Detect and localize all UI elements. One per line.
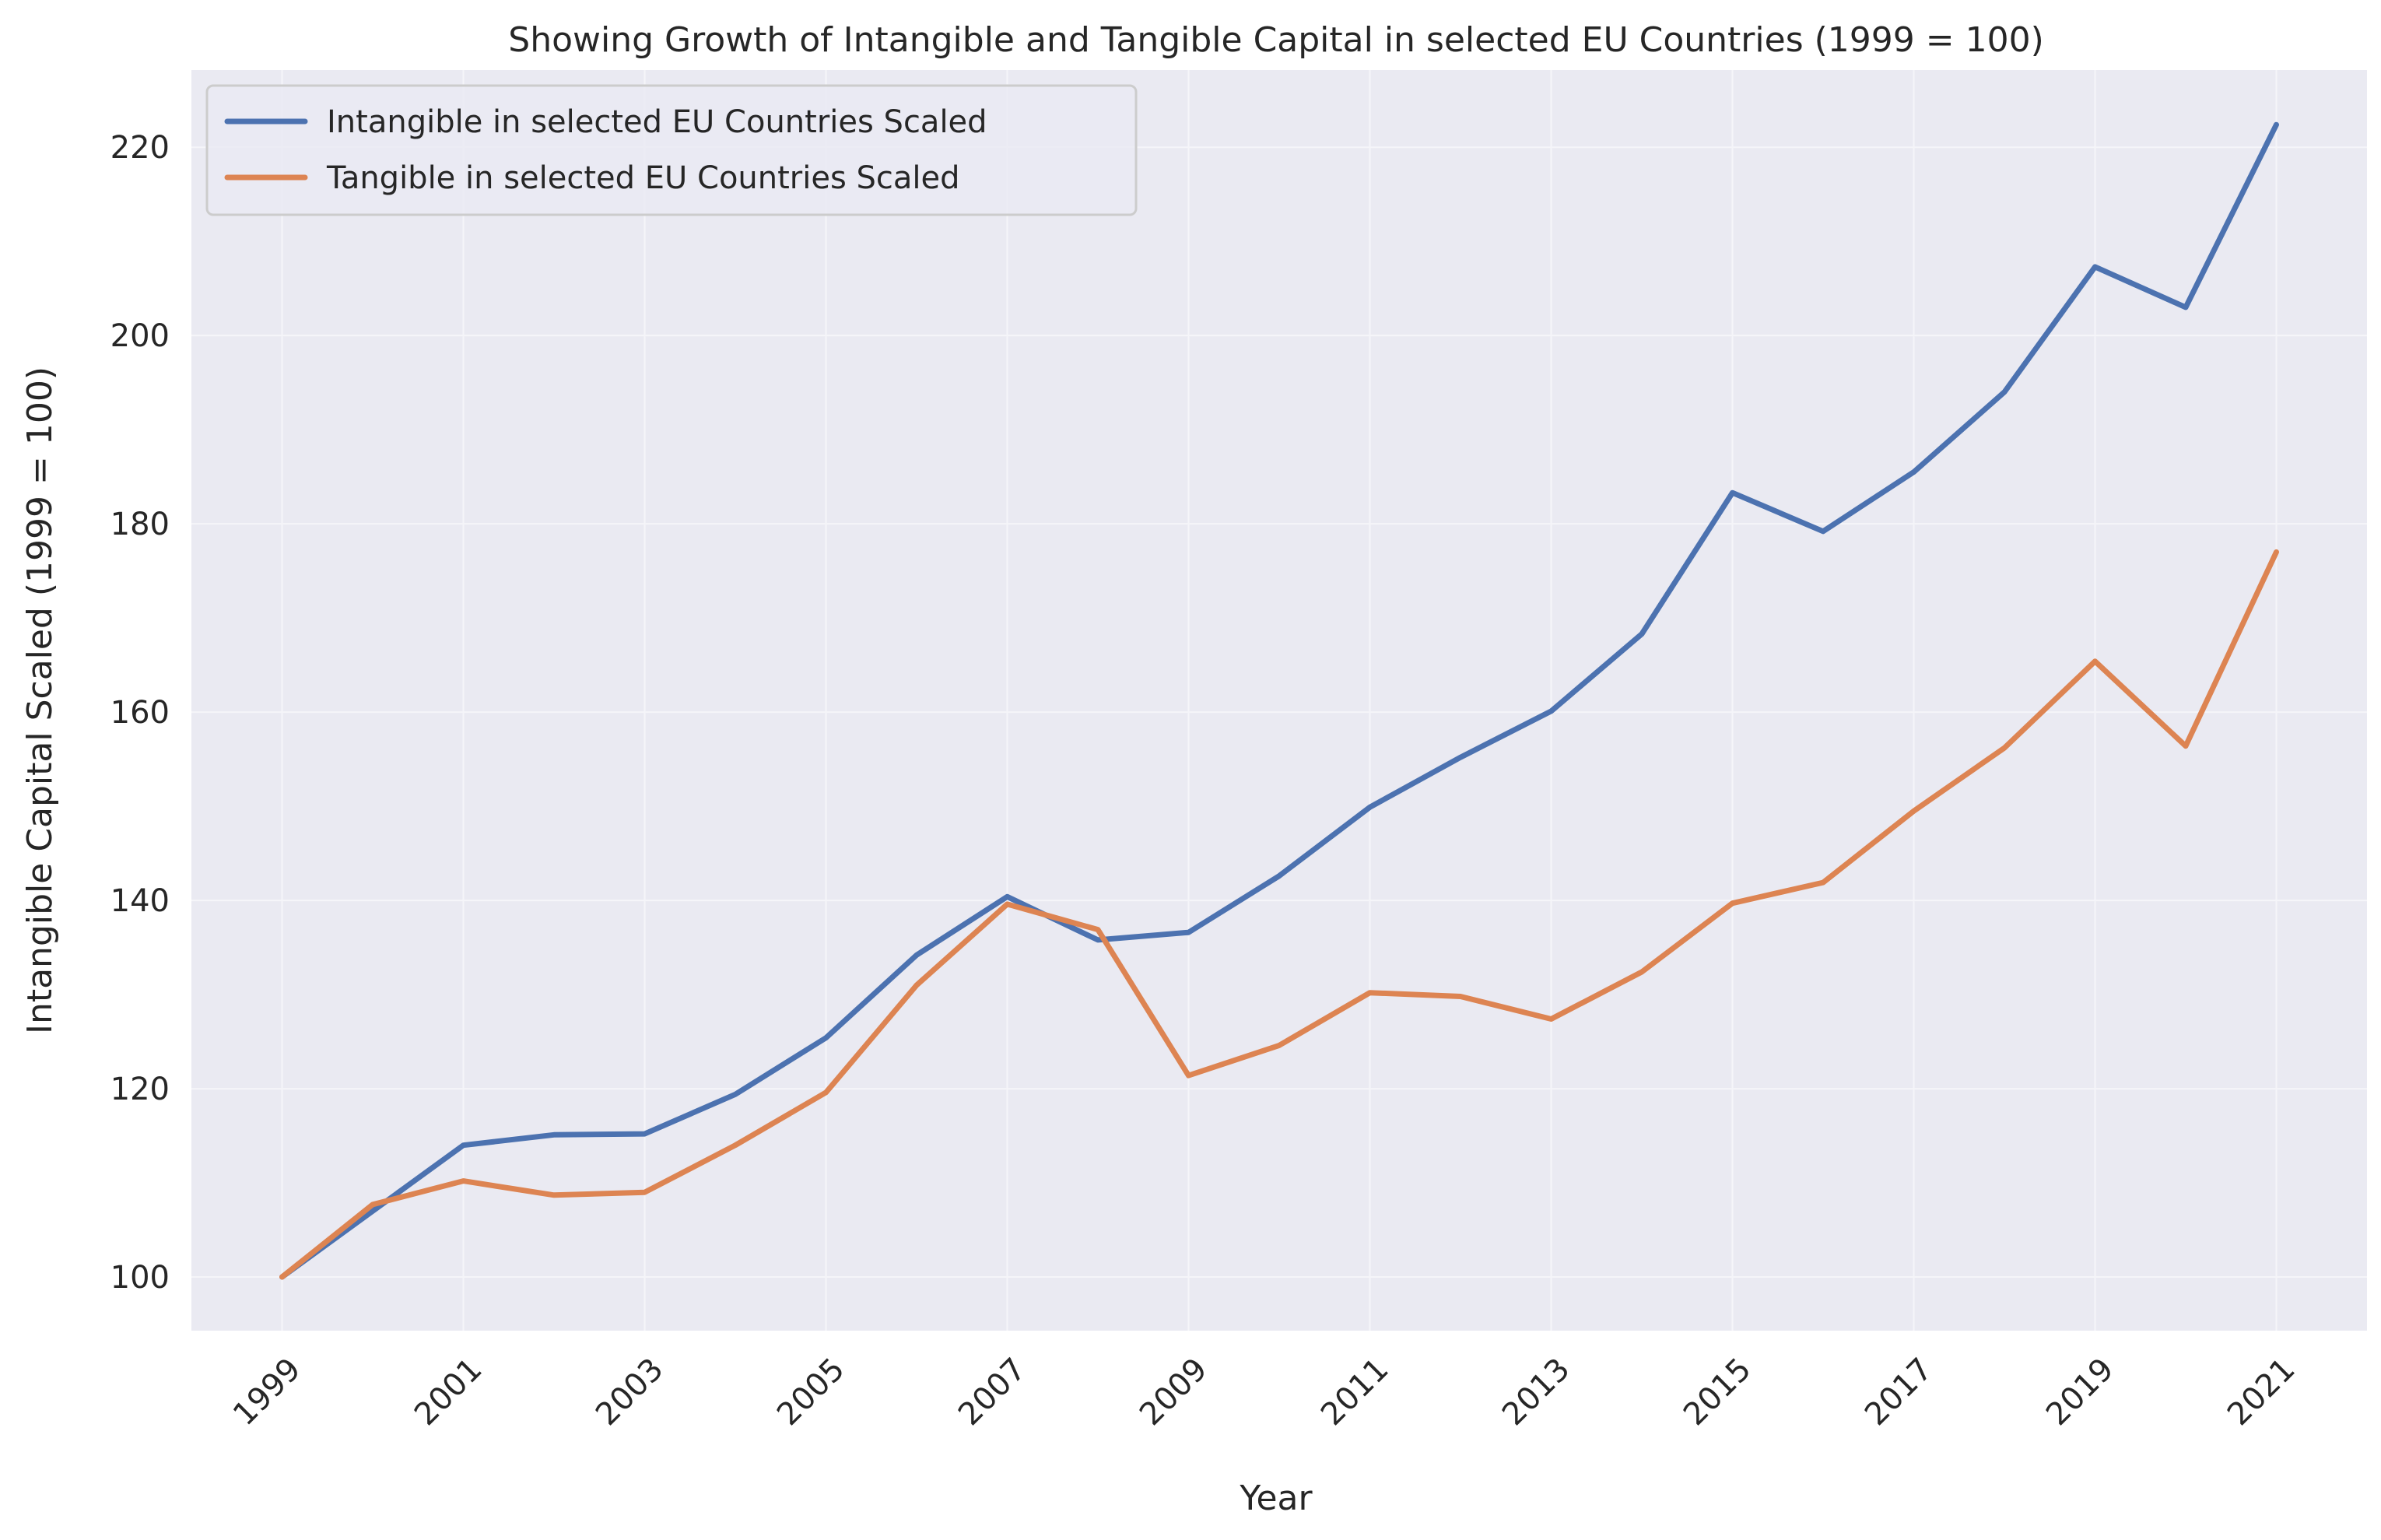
- series-layer: [279, 121, 2279, 1280]
- x-tick-label: 2007: [952, 1352, 1033, 1433]
- x-tick-label: 2013: [1496, 1352, 1577, 1433]
- y-tick-label: 120: [110, 1072, 170, 1107]
- y-tick-label: 100: [110, 1260, 170, 1296]
- x-tick-label: 2003: [589, 1352, 671, 1433]
- y-tick-labels: 100 120 140 160 180 200 220: [110, 130, 170, 1296]
- x-axis-label: Year: [1239, 1479, 1313, 1518]
- legend-label-tangible: Tangible in selected EU Countries Scaled: [326, 160, 960, 196]
- y-tick-label: 200: [110, 318, 170, 354]
- gridlines: [191, 70, 2367, 1331]
- y-tick-label: 140: [110, 883, 170, 919]
- series-line-intangible: [279, 121, 2279, 1280]
- series-line-tangible: [279, 549, 2279, 1280]
- plot-background: [191, 70, 2367, 1331]
- x-tick-label: 2001: [408, 1352, 489, 1433]
- legend: Intangible in selected EU Countries Scal…: [205, 84, 1138, 216]
- y-tick-label: 180: [110, 507, 170, 542]
- chart-title: Showing Growth of Intangible and Tangibl…: [508, 20, 2043, 60]
- y-axis-label: Intangible Capital Scaled (1999 = 100): [20, 367, 60, 1034]
- y-tick-label: 160: [110, 695, 170, 731]
- x-tick-label: 2017: [1858, 1352, 1940, 1433]
- x-tick-label: 2021: [2221, 1352, 2302, 1433]
- x-tick-label: 2009: [1133, 1352, 1215, 1433]
- x-tick-label: 2019: [2039, 1352, 2121, 1433]
- y-tick-label: 220: [110, 130, 170, 166]
- x-tick-label: 2015: [1677, 1352, 1759, 1433]
- x-tick-labels: 1999 2001 2003 2005 2007 2009 2011 2013 2015 2017…: [226, 1352, 2302, 1433]
- x-tick-label: 2005: [770, 1352, 852, 1433]
- legend-box: [205, 84, 1138, 216]
- legend-label-intangible: Intangible in selected EU Countries Scal…: [327, 104, 987, 140]
- x-tick-label: 1999: [226, 1352, 308, 1433]
- x-tick-label: 2011: [1314, 1352, 1396, 1433]
